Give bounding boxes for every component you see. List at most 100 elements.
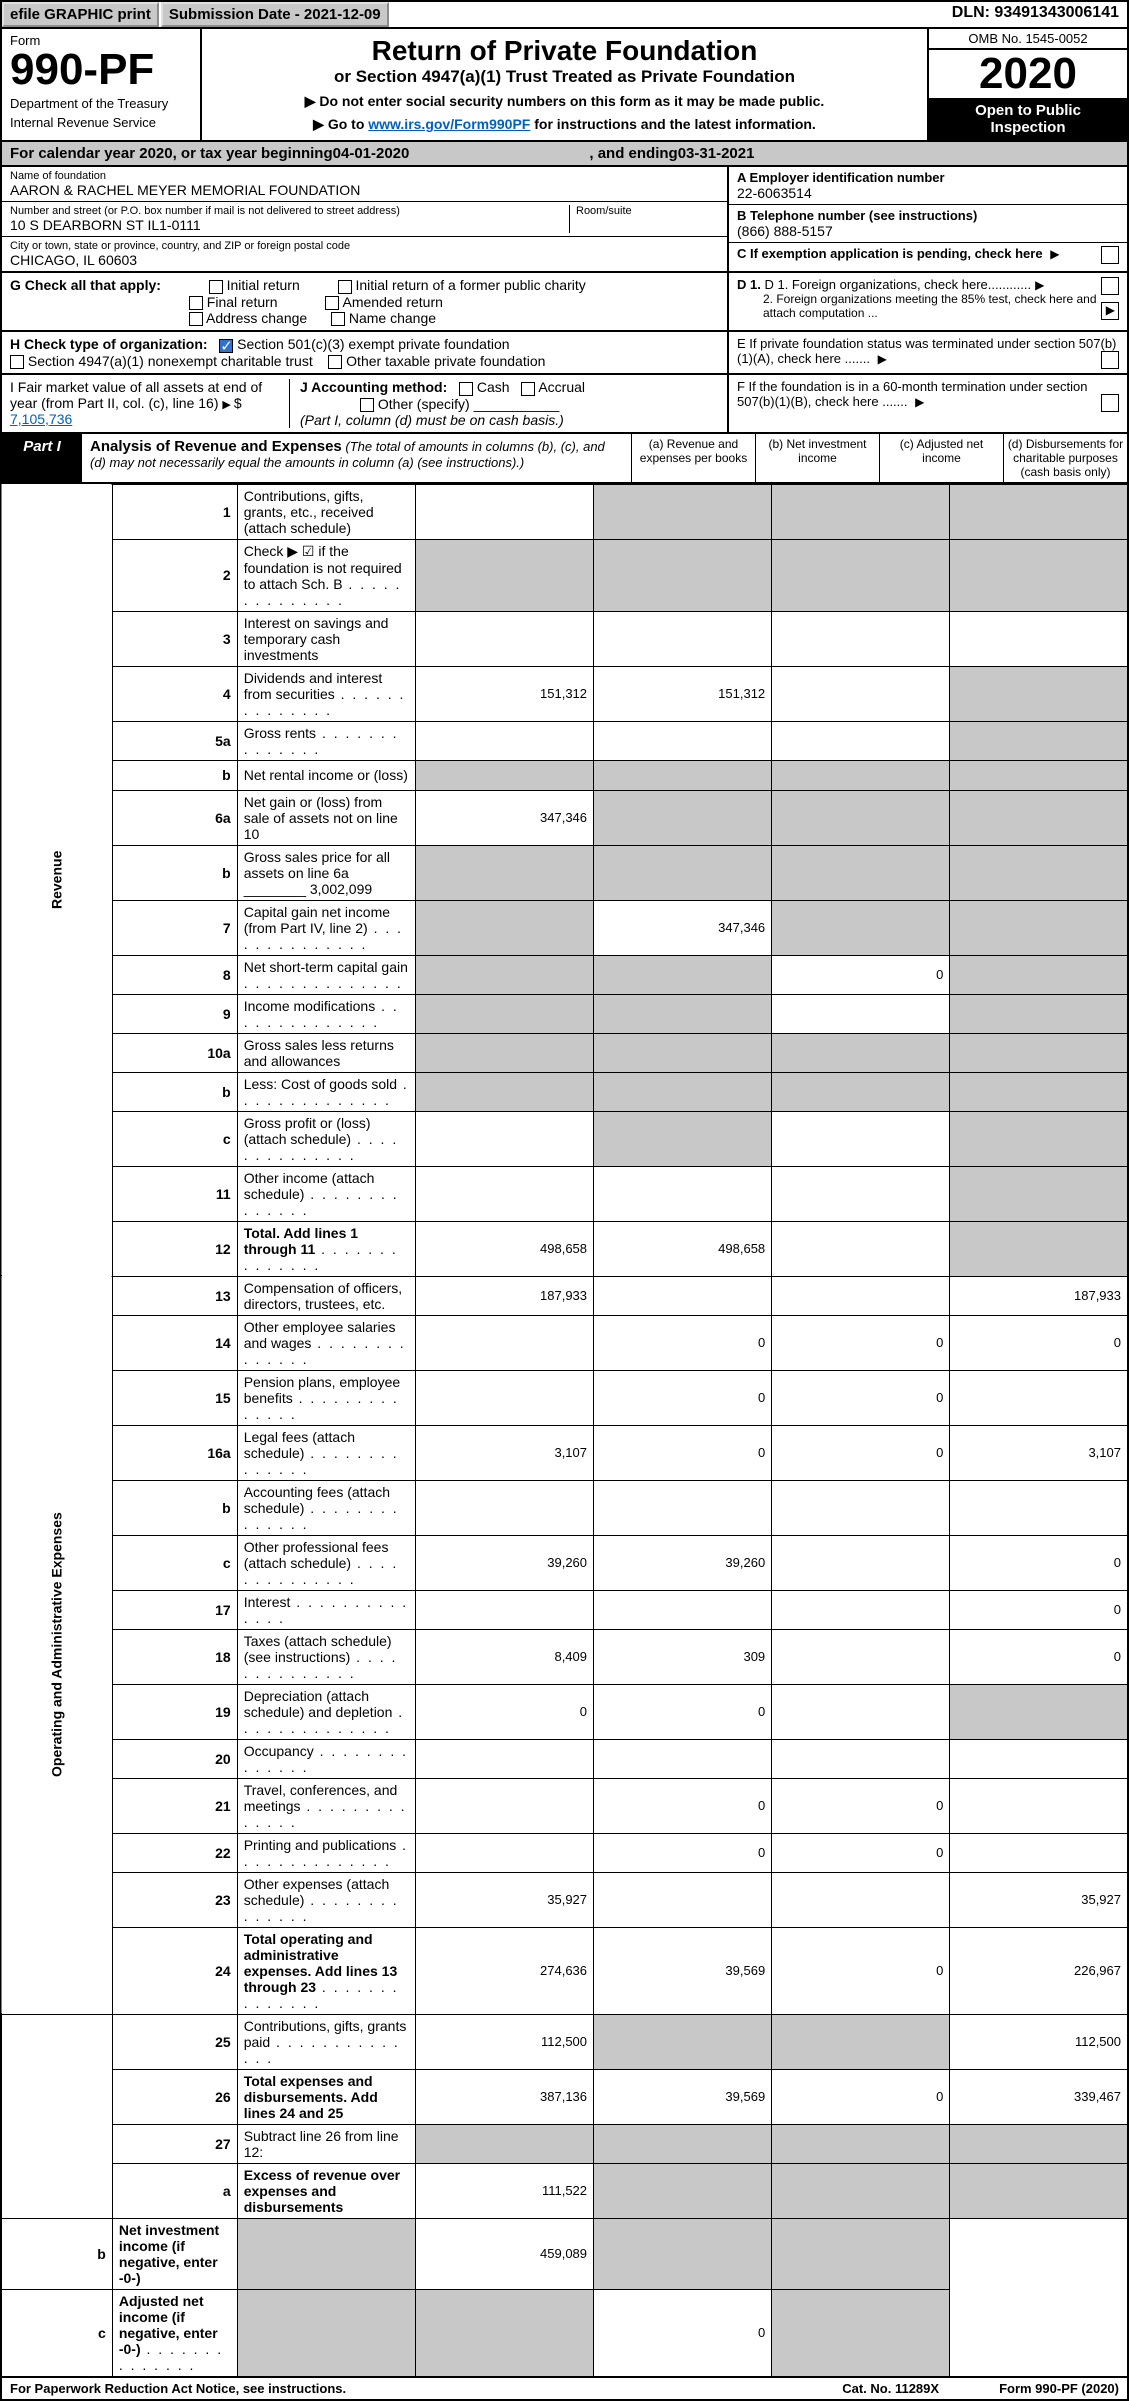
line-description: Gross sales less returns and allowances bbox=[237, 1033, 415, 1072]
cell-col-d bbox=[950, 1480, 1128, 1535]
cell-col-d: 0 bbox=[950, 1535, 1128, 1590]
line-number: 13 bbox=[112, 1276, 237, 1315]
ein-value: 22-6063514 bbox=[737, 185, 1119, 201]
efile-print-button[interactable]: efile GRAPHIC print bbox=[2, 2, 159, 27]
line-description: Income modifications bbox=[237, 994, 415, 1033]
cell-col-a: 112,500 bbox=[415, 2014, 593, 2069]
cell-col-a: 0 bbox=[415, 1684, 593, 1739]
phone-value: (866) 888-5157 bbox=[737, 223, 1119, 239]
table-row: 12Total. Add lines 1 through 11498,65849… bbox=[1, 1221, 1128, 1276]
cell-col-c bbox=[772, 994, 950, 1033]
table-row: cOther professional fees (attach schedul… bbox=[1, 1535, 1128, 1590]
line-number: c bbox=[112, 1111, 237, 1166]
checkbox-name-change[interactable] bbox=[331, 312, 345, 326]
cell-col-b: 347,346 bbox=[594, 900, 772, 955]
form990pf-link[interactable]: www.irs.gov/Form990PF bbox=[368, 116, 530, 132]
part1-header: Part I Analysis of Revenue and Expenses … bbox=[0, 434, 1129, 484]
cell-col-d bbox=[950, 994, 1128, 1033]
form-title: Return of Private Foundation bbox=[212, 35, 917, 67]
omb-number: OMB No. 1545-0052 bbox=[929, 29, 1127, 50]
calendar-year-bar: For calendar year 2020, or tax year begi… bbox=[0, 142, 1129, 167]
cell-col-d bbox=[772, 2218, 950, 2289]
line-description: Net investment income (if negative, ente… bbox=[112, 2218, 237, 2289]
open-to-public: Open to PublicInspection bbox=[929, 98, 1127, 140]
cell-col-a: 187,933 bbox=[415, 1276, 593, 1315]
table-row: Operating and Administrative Expenses13C… bbox=[1, 1276, 1128, 1315]
cell-col-b bbox=[594, 539, 772, 611]
line-description: Adjusted net income (if negative, enter … bbox=[112, 2289, 237, 2377]
checkbox-accrual[interactable] bbox=[521, 382, 535, 396]
cell-col-a bbox=[415, 539, 593, 611]
row-h-e: H Check type of organization: Section 50… bbox=[0, 332, 1129, 375]
checkbox-4947a1[interactable] bbox=[10, 355, 24, 369]
line-number: 7 bbox=[112, 900, 237, 955]
goto-instructions: ▶ Go to www.irs.gov/Form990PF for instru… bbox=[212, 116, 917, 133]
line-number: 2 bbox=[112, 539, 237, 611]
cell-col-b: 0 bbox=[594, 1684, 772, 1739]
part1-title: Analysis of Revenue and Expenses bbox=[90, 438, 342, 455]
table-row: 8Net short-term capital gain0 bbox=[1, 955, 1128, 994]
cell-col-a bbox=[415, 1480, 593, 1535]
checkbox-address-change[interactable] bbox=[189, 312, 203, 326]
cell-col-b: 498,658 bbox=[594, 1221, 772, 1276]
checkbox-amended-return[interactable] bbox=[325, 296, 339, 310]
j-label: J Accounting method: bbox=[300, 379, 447, 395]
table-row: 11Other income (attach schedule) bbox=[1, 1166, 1128, 1221]
cell-col-a bbox=[415, 721, 593, 760]
cell-col-d bbox=[950, 1111, 1128, 1166]
cell-col-d: 0 bbox=[950, 1629, 1128, 1684]
cell-col-a: 274,636 bbox=[415, 1927, 593, 2014]
line-number: 26 bbox=[112, 2069, 237, 2124]
checkbox-c[interactable] bbox=[1101, 246, 1119, 264]
checkbox-final-return[interactable] bbox=[189, 296, 203, 310]
city-label: City or town, state or province, country… bbox=[10, 240, 719, 252]
table-row: 16aLegal fees (attach schedule)3,107003,… bbox=[1, 1425, 1128, 1480]
checkbox-501c3[interactable] bbox=[219, 339, 233, 353]
table-row: 4Dividends and interest from securities1… bbox=[1, 666, 1128, 721]
cell-col-b bbox=[594, 955, 772, 994]
cell-col-a bbox=[415, 1370, 593, 1425]
line-number: 15 bbox=[112, 1370, 237, 1425]
line-number: c bbox=[1, 2289, 112, 2377]
cell-col-b: 0 bbox=[594, 1370, 772, 1425]
dept-treasury: Department of the Treasury bbox=[10, 96, 192, 111]
cell-col-d: 35,927 bbox=[950, 1872, 1128, 1927]
checkbox-d1[interactable] bbox=[1101, 277, 1119, 295]
table-row: 18Taxes (attach schedule) (see instructi… bbox=[1, 1629, 1128, 1684]
cell-col-c bbox=[772, 1221, 950, 1276]
cell-col-b: 0 bbox=[594, 1833, 772, 1872]
cell-col-d bbox=[950, 760, 1128, 790]
fmv-link[interactable]: 7,105,736 bbox=[10, 411, 72, 427]
checkbox-other-method[interactable] bbox=[360, 398, 374, 412]
cell-col-b: 39,569 bbox=[594, 1927, 772, 2014]
cell-col-d: 187,933 bbox=[950, 1276, 1128, 1315]
line-description: Compensation of officers, directors, tru… bbox=[237, 1276, 415, 1315]
cell-col-a: 39,260 bbox=[415, 1535, 593, 1590]
line-number: b bbox=[112, 760, 237, 790]
checkbox-cash[interactable] bbox=[459, 382, 473, 396]
table-row: 17Interest0 bbox=[1, 1590, 1128, 1629]
part1-tab: Part I bbox=[2, 434, 82, 482]
table-row: 14Other employee salaries and wages000 bbox=[1, 1315, 1128, 1370]
addr-label: Number and street (or P.O. box number if… bbox=[10, 205, 569, 217]
cell-col-d bbox=[950, 1166, 1128, 1221]
checkbox-e[interactable] bbox=[1101, 351, 1119, 369]
cell-col-d bbox=[950, 955, 1128, 994]
cell-col-d bbox=[950, 1739, 1128, 1778]
cell-col-d bbox=[950, 666, 1128, 721]
line-number: 5a bbox=[112, 721, 237, 760]
checkbox-other-taxable[interactable] bbox=[328, 355, 342, 369]
checkbox-f[interactable] bbox=[1101, 394, 1119, 412]
checkbox-initial-former[interactable] bbox=[338, 280, 352, 294]
cell-col-a bbox=[415, 1315, 593, 1370]
cell-col-c bbox=[594, 2218, 772, 2289]
cell-col-c: 0 bbox=[772, 1927, 950, 2014]
table-row: 23Other expenses (attach schedule)35,927… bbox=[1, 1872, 1128, 1927]
table-row: bNet rental income or (loss) bbox=[1, 760, 1128, 790]
line-number: 8 bbox=[112, 955, 237, 994]
cell-col-d bbox=[950, 539, 1128, 611]
checkbox-d2[interactable] bbox=[1101, 302, 1119, 320]
checkbox-initial-return[interactable] bbox=[209, 280, 223, 294]
table-row: bGross sales price for all assets on lin… bbox=[1, 845, 1128, 900]
cell-col-b bbox=[594, 1276, 772, 1315]
